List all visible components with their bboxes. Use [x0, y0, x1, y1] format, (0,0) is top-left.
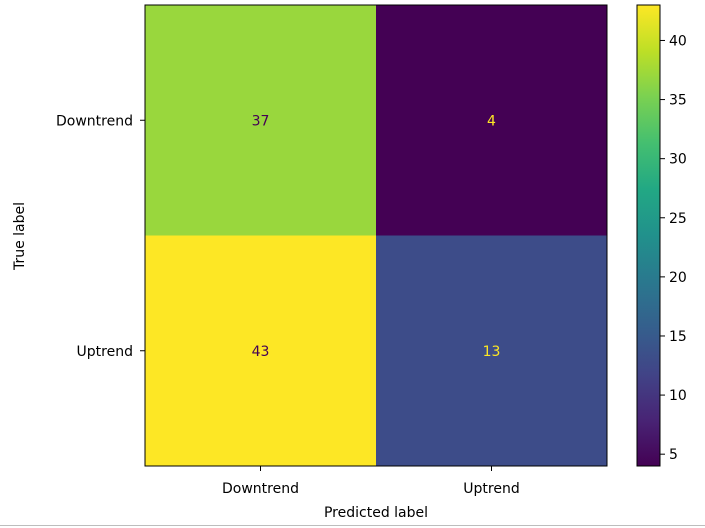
x-tick-label: Downtrend — [222, 481, 299, 497]
colorbar-tick-label: 5 — [669, 447, 678, 463]
matrix-cell — [145, 5, 376, 236]
matrix-cell — [376, 5, 607, 236]
colorbar-tick-label: 35 — [669, 93, 687, 109]
y-axis-ticks: Downtrend Uptrend — [56, 113, 145, 360]
colorbar-tick-label: 20 — [669, 270, 687, 286]
colorbar-tick-label: 10 — [669, 388, 687, 404]
cell-value-label: 37 — [252, 113, 270, 129]
cell-value-label: 43 — [252, 344, 270, 360]
x-tick-label: Uptrend — [463, 481, 519, 497]
matrix-cells — [145, 5, 607, 466]
x-axis-ticks: Downtrend Uptrend — [222, 466, 520, 497]
colorbar-tick-label: 15 — [669, 329, 687, 345]
y-axis-label: True label — [12, 202, 28, 271]
cell-value-label: 13 — [483, 344, 501, 360]
matrix-cell — [145, 235, 376, 466]
colorbar-tick-label: 25 — [669, 211, 687, 227]
y-tick-label: Downtrend — [56, 113, 133, 129]
colorbar-tick-label: 40 — [669, 33, 687, 49]
colorbar-ticks: 5 10 15 20 25 30 35 40 — [660, 33, 687, 463]
colorbar — [636, 4, 661, 467]
matrix-cell — [376, 235, 607, 466]
matrix-cell-labels: 37 4 43 13 — [252, 113, 501, 360]
x-axis-label: Predicted label — [324, 505, 428, 521]
colorbar-tick-label: 30 — [669, 152, 687, 168]
plot-frame — [144, 4, 608, 467]
y-tick-label: Uptrend — [77, 344, 133, 360]
cell-value-label: 4 — [487, 113, 496, 129]
window-bottom-border — [0, 525, 705, 526]
